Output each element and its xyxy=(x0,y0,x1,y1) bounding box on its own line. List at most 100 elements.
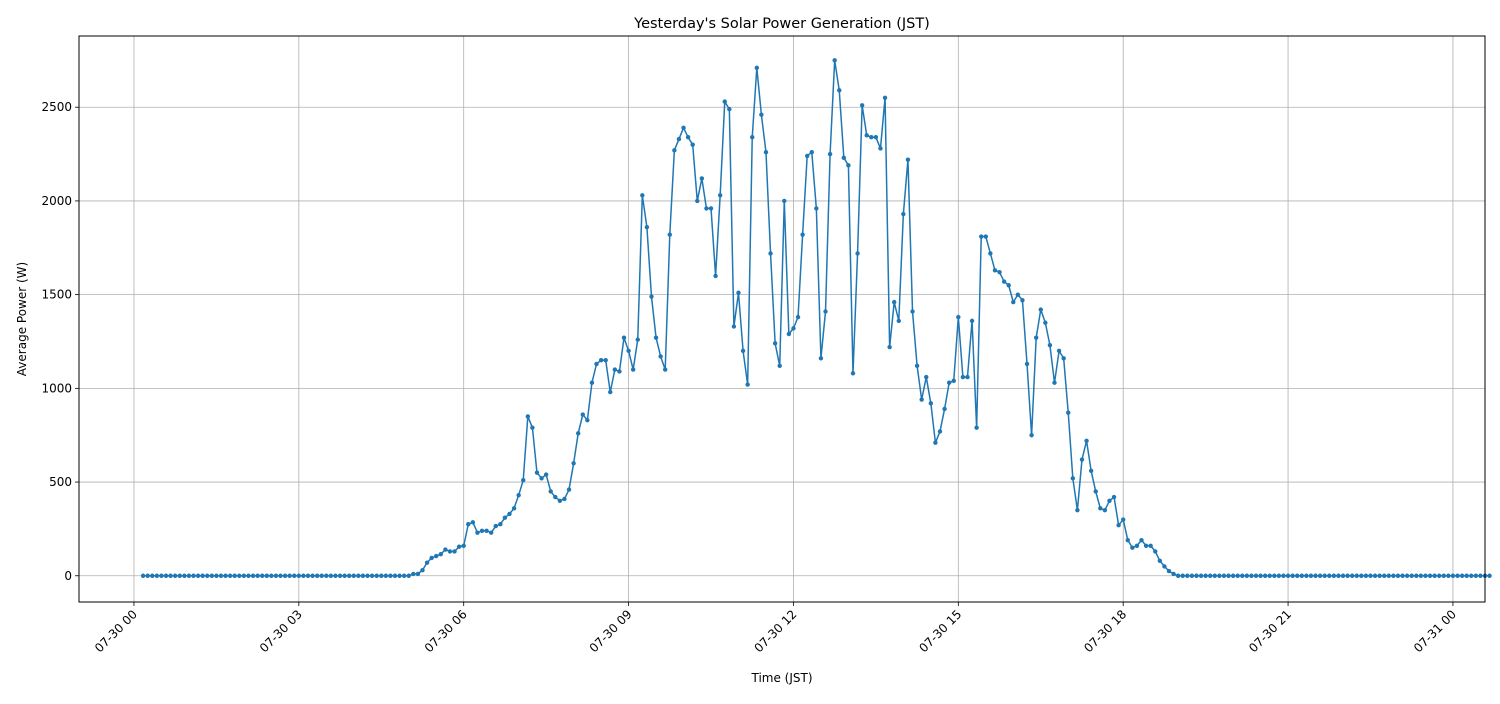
data-point xyxy=(1116,522,1121,528)
data-point xyxy=(140,573,146,578)
data-point xyxy=(539,476,544,481)
data-point xyxy=(887,344,892,350)
data-point xyxy=(1111,494,1117,500)
data-point xyxy=(305,573,311,578)
data-point xyxy=(937,429,943,434)
x-tick-label: 07-31 00 xyxy=(1411,607,1459,655)
data-point xyxy=(1272,573,1277,578)
data-point xyxy=(658,354,663,359)
data-point xyxy=(429,555,434,561)
data-point xyxy=(1455,573,1460,578)
data-point xyxy=(1308,573,1314,578)
data-point xyxy=(159,573,164,578)
data-point xyxy=(168,573,173,578)
data-point xyxy=(264,573,269,578)
data-point xyxy=(1052,380,1057,385)
data-point xyxy=(1262,573,1268,578)
data-point xyxy=(1473,573,1479,578)
data-point xyxy=(1432,573,1437,578)
data-point xyxy=(1203,573,1208,578)
data-point xyxy=(1386,573,1392,578)
data-point xyxy=(218,573,224,578)
y-tick-label: 500 xyxy=(49,475,72,489)
data-point xyxy=(933,440,938,445)
chart-title: Yesterday's Solar Power Generation (JST) xyxy=(633,16,930,32)
data-point xyxy=(1409,573,1414,578)
data-point xyxy=(259,573,265,578)
data-point xyxy=(337,573,343,578)
data-point xyxy=(768,251,773,256)
data-point xyxy=(227,573,233,578)
data-point xyxy=(1354,573,1359,578)
data-point xyxy=(1107,498,1112,503)
data-point xyxy=(969,318,975,324)
series-layer xyxy=(140,58,1492,578)
data-point xyxy=(1180,573,1185,578)
data-point xyxy=(663,367,668,372)
data-point xyxy=(676,136,682,142)
data-point xyxy=(379,573,384,578)
data-point xyxy=(1208,573,1213,578)
data-point xyxy=(598,358,604,363)
data-point xyxy=(1340,573,1346,578)
data-point xyxy=(1047,343,1053,348)
data-point xyxy=(951,378,956,384)
data-point xyxy=(928,401,934,406)
data-point xyxy=(864,133,869,138)
data-point xyxy=(855,251,860,256)
data-point xyxy=(223,573,228,578)
data-point xyxy=(205,573,210,578)
y-tick-label: 0 xyxy=(64,569,72,583)
data-point xyxy=(1450,573,1456,578)
data-point xyxy=(479,528,485,533)
data-point xyxy=(1395,573,1401,578)
data-point xyxy=(850,371,856,376)
x-tick-label: 07-30 12 xyxy=(752,607,800,655)
data-point xyxy=(914,363,920,369)
data-point xyxy=(626,348,631,354)
x-tick-label: 07-30 06 xyxy=(422,607,470,655)
data-point xyxy=(1006,283,1011,288)
data-point xyxy=(411,571,416,577)
data-point xyxy=(1469,573,1474,578)
data-point xyxy=(557,498,563,503)
data-point xyxy=(1404,573,1410,578)
data-point xyxy=(672,148,677,153)
data-point xyxy=(1125,537,1130,543)
data-point xyxy=(809,150,814,155)
data-point xyxy=(722,99,727,104)
data-point xyxy=(1313,573,1318,578)
data-point xyxy=(145,573,150,578)
data-point xyxy=(250,573,256,578)
data-point xyxy=(1033,335,1039,340)
data-point xyxy=(1235,573,1240,578)
data-point xyxy=(1295,573,1300,578)
data-point xyxy=(772,341,778,346)
data-point xyxy=(488,530,494,535)
x-axis-ticks: 07-30 00 07-30 03 07-30 06 07-30 09 07-30 12… xyxy=(92,602,1459,655)
data-point xyxy=(273,573,279,578)
data-point xyxy=(278,573,283,578)
data-point xyxy=(1084,438,1089,444)
data-point xyxy=(1011,299,1016,305)
data-point xyxy=(466,522,471,527)
data-point xyxy=(896,318,901,324)
data-point xyxy=(1217,573,1222,578)
data-point xyxy=(1327,573,1332,578)
data-point xyxy=(910,309,915,314)
data-point xyxy=(1290,573,1295,578)
data-point xyxy=(392,573,398,578)
data-point xyxy=(1130,545,1135,550)
y-axis-label: Average Power (W) xyxy=(15,262,29,376)
data-point xyxy=(960,374,966,380)
data-point xyxy=(956,314,961,320)
data-point xyxy=(1015,292,1021,297)
data-point xyxy=(644,224,650,230)
data-point xyxy=(319,573,324,578)
data-point xyxy=(447,549,453,554)
data-point xyxy=(241,573,247,578)
data-point xyxy=(1253,573,1259,578)
data-point xyxy=(878,146,883,151)
data-point xyxy=(869,135,874,140)
data-point xyxy=(827,151,833,157)
